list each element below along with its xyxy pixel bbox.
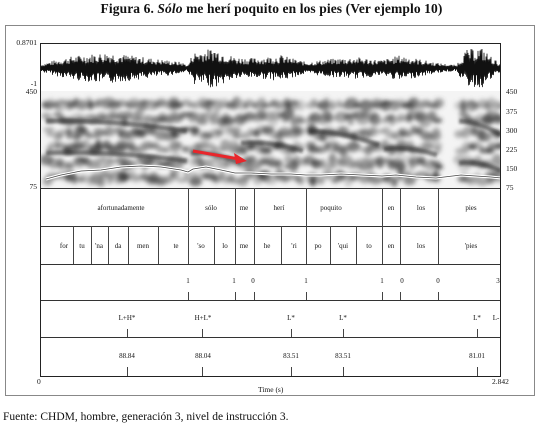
figure-title-italic: Sólo bbox=[157, 1, 183, 16]
syllable-label: po bbox=[314, 242, 322, 250]
syllable-label: los bbox=[416, 242, 426, 250]
waveform-bottom-label: -1 bbox=[30, 79, 37, 88]
break-index: 0 bbox=[436, 277, 440, 285]
red-arrow-icon bbox=[192, 149, 247, 164]
spectrogram bbox=[41, 91, 500, 188]
word-label: poquito bbox=[320, 204, 342, 212]
word-label: los bbox=[416, 204, 426, 212]
spectrogram-right-label: 450 bbox=[506, 87, 518, 96]
figure-title-rest: me herí poquito en los pies (Ver ejemplo… bbox=[182, 1, 443, 16]
break-index: 1 bbox=[380, 277, 384, 285]
time-axis-end: 2.842 bbox=[492, 377, 509, 386]
tone-label: L* bbox=[473, 314, 481, 322]
spectrogram-right-label: 300 bbox=[506, 126, 518, 135]
tone-label: L- bbox=[492, 314, 500, 322]
value-label: 88.84 bbox=[119, 352, 135, 360]
syllable-label: for bbox=[59, 242, 69, 250]
word-label: afortunadamente bbox=[97, 204, 145, 212]
waveform bbox=[41, 48, 500, 88]
word-label: herí bbox=[273, 204, 285, 212]
spectrogram-right-label: 75 bbox=[506, 183, 514, 192]
word-label: me bbox=[239, 204, 249, 212]
syllable-label: 'pies bbox=[464, 242, 478, 250]
break-index: 3 bbox=[496, 277, 500, 285]
syllable-label: he bbox=[263, 242, 271, 250]
tone-label: L+H* bbox=[118, 314, 136, 322]
syllable-label: da bbox=[114, 242, 122, 250]
syllable-label: 'qui bbox=[337, 242, 349, 250]
spectrogram-right-label: 225 bbox=[506, 145, 518, 154]
tone-label: L* bbox=[287, 314, 295, 322]
word-label: pies bbox=[465, 204, 477, 212]
syllable-label: en bbox=[387, 242, 395, 250]
time-axis-label: Time (s) bbox=[258, 385, 284, 394]
tone-label: H+L* bbox=[194, 314, 212, 322]
syllable-label: 'so bbox=[197, 242, 205, 250]
waveform-top-label: 0.8701 bbox=[16, 38, 37, 47]
word-label: sólo bbox=[205, 204, 217, 212]
spectrogram-right-label: 150 bbox=[506, 164, 518, 173]
value-label: 83.51 bbox=[335, 352, 351, 360]
break-index: 0 bbox=[400, 277, 404, 285]
break-index: 1 bbox=[232, 277, 236, 285]
tone-label: L* bbox=[339, 314, 347, 322]
value-label: 88.04 bbox=[195, 352, 211, 360]
figure-title-prefix: Figura 6. bbox=[100, 1, 158, 16]
break-index: 1 bbox=[186, 277, 190, 285]
spectrogram-left-bottom-label: 75 bbox=[29, 182, 38, 191]
spectrogram-left-top-label: 450 bbox=[25, 87, 37, 96]
break-index: 1 bbox=[304, 277, 308, 285]
syllable-label: 'ri bbox=[291, 242, 297, 250]
syllable-label: te bbox=[173, 242, 179, 250]
praat-panel: afortunadamente sólo me herí poquito en … bbox=[40, 43, 501, 377]
spectrogram-right-label: 375 bbox=[506, 107, 518, 116]
syllable-label: lo bbox=[222, 242, 228, 250]
syllable-label: men bbox=[136, 242, 150, 250]
syllable-label: 'na bbox=[95, 242, 103, 250]
time-axis-start: 0 bbox=[37, 377, 41, 386]
value-label: 81.01 bbox=[469, 352, 485, 360]
break-index: 0 bbox=[251, 277, 255, 285]
syllable-label: me bbox=[239, 242, 249, 250]
source-note: Fuente: CHDM, hombre, generación 3, nive… bbox=[3, 411, 289, 423]
figure-title: Figura 6. Sólo me herí poquito en los pi… bbox=[0, 1, 543, 17]
word-label: en bbox=[387, 204, 395, 212]
syllable-label: to bbox=[366, 242, 372, 250]
syllable-label: tu bbox=[79, 242, 85, 250]
value-label: 83.51 bbox=[283, 352, 299, 360]
